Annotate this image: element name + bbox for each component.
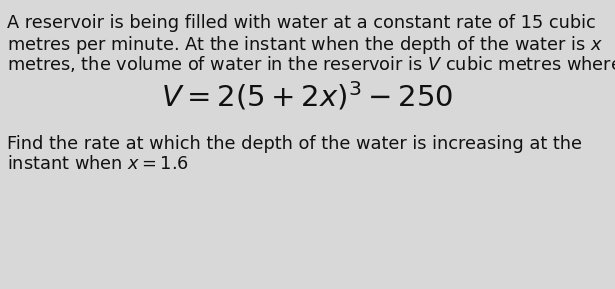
Text: $V = 2(5 + 2x)^3 - 250$: $V = 2(5 + 2x)^3 - 250$	[161, 80, 454, 113]
Text: A reservoir is being filled with water at a constant rate of 15 cubic: A reservoir is being filled with water a…	[7, 14, 596, 32]
Text: Find the rate at which the depth of the water is increasing at the: Find the rate at which the depth of the …	[7, 135, 582, 153]
Text: metres per minute. At the instant when the depth of the water is $x$: metres per minute. At the instant when t…	[7, 34, 603, 56]
Text: instant when $x = 1.6$: instant when $x = 1.6$	[7, 155, 189, 173]
Text: metres, the volume of water in the reservoir is $V$ cubic metres where: metres, the volume of water in the reser…	[7, 54, 615, 74]
